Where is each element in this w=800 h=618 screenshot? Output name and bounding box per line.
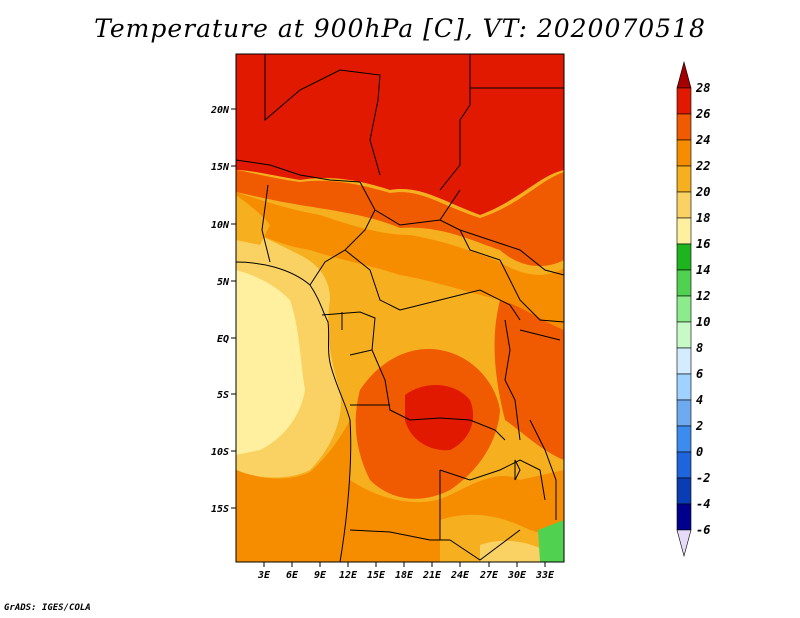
- latitude-axis: 20N 15N 10N 5N EQ 5S 10S 15S: [210, 105, 236, 515]
- colorbar-label: 26: [695, 107, 710, 121]
- colorbar-label: 28: [695, 81, 710, 95]
- lon-label: 27E: [479, 570, 499, 581]
- colorbar-label: -4: [696, 497, 710, 511]
- lon-label: 21E: [422, 570, 442, 581]
- colorbar-bin: [676, 191, 692, 219]
- colorbar-bin: [676, 269, 692, 297]
- lat-label: 10N: [211, 220, 230, 231]
- lon-label: 30E: [507, 570, 527, 581]
- lon-label: 12E: [339, 570, 358, 581]
- lat-label: 10S: [211, 447, 229, 458]
- colorbar-bin: [676, 477, 692, 505]
- colorbar-label: 16: [696, 237, 710, 251]
- colorbar-label: 10: [696, 315, 710, 329]
- colorbar-bin: [676, 321, 692, 349]
- colorbar-bin: [676, 425, 692, 453]
- temperature-field: [236, 54, 564, 562]
- map-frame: [235, 53, 565, 563]
- lon-label: 24E: [450, 570, 470, 581]
- colorbar-bin: [676, 347, 692, 375]
- colorbar-bin: [676, 87, 692, 115]
- longitude-axis: 3E 6E 9E 12E 15E 18E 21E 24E 27E 30E 33E: [257, 562, 555, 581]
- colorbar-bin: [676, 399, 692, 427]
- colorbar-bin: [676, 243, 692, 271]
- colorbar-label: 4: [696, 393, 703, 407]
- colorbar-bin: [676, 451, 692, 479]
- lat-label: 15S: [211, 504, 229, 515]
- colorbar-label: 20: [695, 185, 710, 199]
- colorbar-bin: [676, 295, 692, 323]
- colorbar-bin: [676, 139, 692, 167]
- colorbar-label: 12: [696, 289, 710, 303]
- colorbar-label: 14: [696, 263, 710, 277]
- colorbar-label: 24: [695, 133, 710, 147]
- map-title: Temperature at 900hPa [C], VT: 202007051…: [94, 14, 706, 43]
- colorbar-label: 0: [696, 445, 703, 459]
- colorbar-bin: [676, 113, 692, 141]
- colorbar-bin: [676, 529, 692, 558]
- colorbar-bin: [676, 165, 692, 193]
- lon-label: 3E: [257, 570, 271, 581]
- colorbar-bin: [676, 217, 692, 245]
- colorbar-label: 8: [696, 341, 703, 355]
- lat-label: 15N: [211, 162, 230, 173]
- credit-text: GrADS: IGES/COLA: [4, 603, 91, 613]
- lat-label: 20N: [210, 105, 230, 116]
- lon-label: 6E: [286, 570, 299, 581]
- lon-label: 18E: [395, 570, 414, 581]
- colorbar-label: -6: [696, 523, 710, 537]
- lat-label: EQ: [217, 334, 229, 345]
- lat-label: 5S: [217, 390, 229, 401]
- colorbar-label: 22: [695, 159, 710, 173]
- lon-label: 9E: [314, 570, 327, 581]
- colorbar-label: 2: [695, 419, 703, 433]
- colorbar-label: -2: [696, 471, 710, 485]
- colorbar-bin: [676, 373, 692, 401]
- colorbar-label: 18: [696, 211, 710, 225]
- colorbar-bin: [676, 503, 692, 531]
- lon-label: 15E: [367, 570, 386, 581]
- colorbar-label: 6: [696, 367, 703, 381]
- lat-label: 5N: [217, 277, 230, 288]
- country-borders: [236, 54, 564, 562]
- lon-label: 33E: [535, 570, 555, 581]
- colorbar-bin: [676, 60, 692, 89]
